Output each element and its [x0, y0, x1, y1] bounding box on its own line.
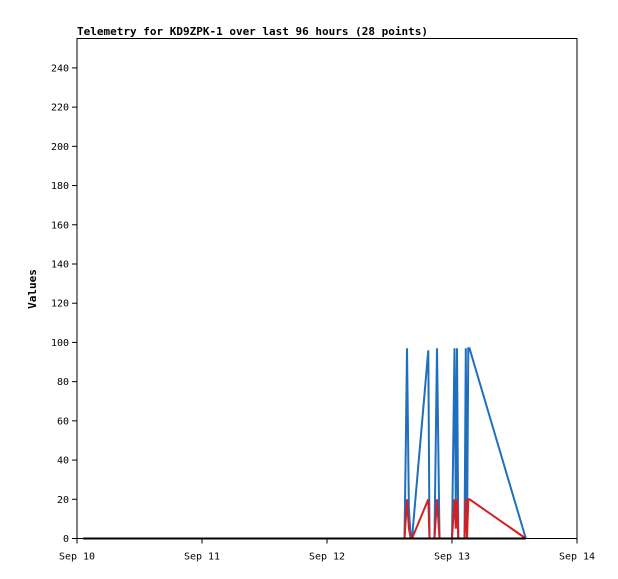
y-axis-ticks: 0 20 40 60 80 100 120 140 160 180 200 220 240 — [51, 63, 77, 545]
x-tick-label: Sep 10 — [59, 552, 95, 563]
series-lines — [83, 347, 527, 540]
x-tick-label: Sep 13 — [434, 552, 470, 563]
y-tick-label: 200 — [51, 142, 69, 153]
y-tick-label: 40 — [57, 456, 69, 467]
chart-title: Telemetry for KD9ZPK-1 over last 96 hour… — [77, 25, 428, 38]
y-tick-label: 60 — [57, 416, 69, 427]
x-axis-ticks: Sep 10 Sep 11 Sep 12 Sep 13 Sep 14 — [59, 538, 595, 563]
y-tick-label: 140 — [51, 259, 69, 270]
x-tick-label: Sep 11 — [184, 552, 220, 563]
y-tick-label: 0 — [63, 534, 69, 545]
y-tick-label: 160 — [51, 220, 69, 231]
y-tick-label: 180 — [51, 181, 69, 192]
plot-area — [76, 38, 578, 539]
y-tick-label: 80 — [57, 377, 69, 388]
y-tick-label: 120 — [51, 299, 69, 310]
y-tick-label: 20 — [57, 495, 69, 506]
y-tick-label: 240 — [51, 63, 69, 74]
x-tick-label: Sep 12 — [309, 552, 345, 563]
y-tick-label: 220 — [51, 103, 69, 114]
y-axis-label: Values — [26, 269, 39, 309]
y-tick-label: 100 — [51, 338, 69, 349]
x-tick-label: Sep 14 — [559, 552, 595, 563]
